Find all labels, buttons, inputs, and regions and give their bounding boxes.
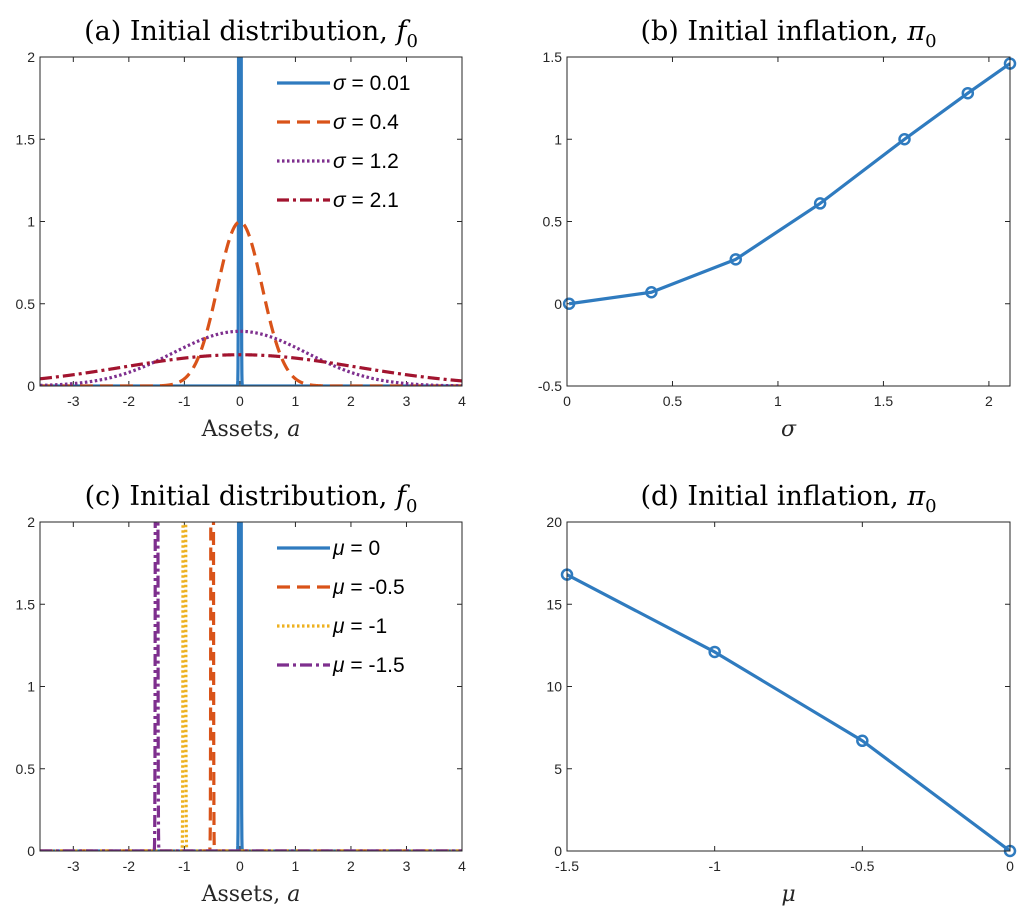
legend-label: μ = -0.5 bbox=[332, 576, 405, 599]
series-line-d-0 bbox=[567, 573, 1010, 851]
x-tick-label: -1.5 bbox=[555, 858, 579, 874]
x-tick-label: -2 bbox=[123, 393, 136, 409]
x-tick-label: 0.5 bbox=[663, 393, 683, 409]
legend-label: μ = -1 bbox=[332, 615, 387, 638]
y-tick-label: 15 bbox=[546, 596, 562, 612]
panel-b-xlabel: σ bbox=[781, 417, 797, 442]
x-tick-label: 0 bbox=[236, 393, 244, 409]
y-tick-label: 0.5 bbox=[16, 761, 36, 777]
data-point bbox=[562, 297, 576, 310]
legend-label: σ = 1.2 bbox=[333, 150, 399, 173]
legend-label: μ = -1.5 bbox=[332, 654, 405, 677]
x-tick-label: 3 bbox=[403, 393, 411, 409]
legend-a: σ = 0.01 σ = 0.4 σ = 1.2 σ = 2.1 bbox=[277, 72, 410, 212]
legend-label: μ = 0 bbox=[332, 537, 380, 560]
x-tick-label: 2 bbox=[347, 393, 355, 409]
axes-frame bbox=[566, 56, 1011, 387]
x-tick-label: -3 bbox=[67, 393, 80, 409]
x-tick-label: 1 bbox=[292, 393, 300, 409]
x-tick-label: -1 bbox=[178, 393, 191, 409]
x-tick-label: 0 bbox=[1006, 858, 1014, 874]
panel-c-title: (c) Initial distribution, f0 bbox=[85, 481, 418, 517]
x-tick-label: 2 bbox=[985, 393, 993, 409]
axes-frame bbox=[39, 56, 463, 387]
x-tick-label: 4 bbox=[458, 393, 466, 409]
series-line-a-3 bbox=[40, 353, 462, 383]
legend-label: σ = 0.01 bbox=[333, 72, 410, 95]
x-tick-label: -1 bbox=[708, 858, 721, 874]
series-line-b-0 bbox=[568, 62, 1010, 306]
axes-frame bbox=[566, 521, 1011, 852]
y-tick-label: -0.5 bbox=[538, 378, 562, 394]
y-tick-label: 1 bbox=[27, 214, 35, 230]
data-point bbox=[856, 734, 869, 748]
y-tick-label: 20 bbox=[546, 514, 562, 530]
y-tick-label: 1 bbox=[554, 131, 562, 147]
legend-label: σ = 0.4 bbox=[333, 111, 399, 134]
x-tick-label: 2 bbox=[347, 858, 355, 874]
y-tick-label: 5 bbox=[554, 761, 562, 777]
y-tick-label: 1 bbox=[27, 679, 35, 695]
x-tick-label: -1 bbox=[178, 858, 191, 874]
y-tick-label: 1.5 bbox=[16, 131, 36, 147]
series-line-a-2 bbox=[40, 329, 462, 386]
y-tick-label: 0 bbox=[554, 296, 562, 312]
panel-a-title: (a) Initial distribution, f0 bbox=[84, 16, 418, 52]
panel-a-xlabel: Assets, a bbox=[201, 417, 301, 442]
x-tick-label: -2 bbox=[123, 858, 136, 874]
x-tick-label: 4 bbox=[458, 858, 466, 874]
axes-frame bbox=[39, 521, 463, 852]
x-tick-label: 1 bbox=[292, 858, 300, 874]
panel-c-xlabel: Assets, a bbox=[201, 882, 301, 907]
x-tick-label: -0.5 bbox=[850, 858, 874, 874]
y-tick-label: 2 bbox=[27, 49, 35, 65]
plot-area-b bbox=[568, 62, 1010, 306]
plot-area-d bbox=[567, 573, 1010, 851]
y-tick-label: 0 bbox=[554, 843, 562, 859]
y-tick-label: 1.5 bbox=[16, 596, 36, 612]
data-point bbox=[961, 86, 975, 100]
plot-area-a bbox=[40, 57, 462, 386]
x-tick-label: 1.5 bbox=[874, 393, 894, 409]
x-tick-label: 0 bbox=[236, 858, 244, 874]
series-line-a-1 bbox=[40, 220, 462, 386]
panel-c: (c) Initial distribution, f0 Assets, a -3 -… bbox=[16, 481, 467, 907]
data-point bbox=[729, 253, 743, 266]
x-tick-label: -3 bbox=[67, 858, 80, 874]
panel-d-title: (d) Initial inflation, π0 bbox=[640, 481, 936, 517]
data-point bbox=[645, 285, 658, 299]
y-tick-label: 2 bbox=[27, 514, 35, 530]
panel-d: (d) Initial inflation, π0 μ -1.5 -1 -0.5 0 0 5 1… bbox=[546, 481, 1017, 907]
x-tick-label: 1 bbox=[774, 393, 782, 409]
y-tick-label: 10 bbox=[546, 679, 562, 695]
data-point bbox=[813, 197, 827, 210]
x-tick-label: 0 bbox=[563, 393, 571, 409]
y-tick-label: 0.5 bbox=[543, 214, 563, 230]
y-tick-label: 0.5 bbox=[16, 296, 36, 312]
panel-b-title: (b) Initial inflation, π0 bbox=[640, 16, 936, 52]
legend-c: μ = 0 μ = -0.5 μ = -1 μ = -1.5 bbox=[277, 537, 405, 677]
y-tick-label: 0 bbox=[27, 378, 35, 394]
x-tick-label: 3 bbox=[403, 858, 411, 874]
panel-d-xlabel: μ bbox=[781, 882, 795, 907]
panel-a: (a) Initial distribution, f0 Assets, a -3 -… bbox=[16, 16, 467, 442]
y-tick-label: 0 bbox=[27, 843, 35, 859]
data-point bbox=[708, 645, 721, 659]
legend-label: σ = 2.1 bbox=[333, 189, 399, 212]
data-point bbox=[898, 133, 911, 146]
y-tick-label: 1.5 bbox=[543, 49, 563, 65]
